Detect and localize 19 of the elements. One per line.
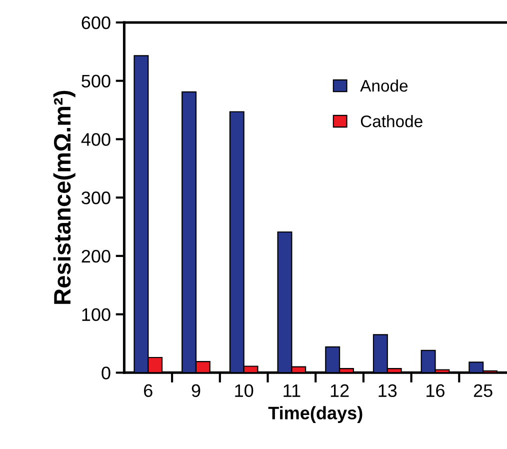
x-tick-label: 16 (426, 384, 444, 398)
y-tick-label: 500 (82, 74, 110, 88)
x-tick-label: 12 (330, 384, 349, 397)
y-tick-label: 0 (102, 366, 110, 380)
x-axis-title: Time(days) (268, 406, 362, 423)
x-tick-label: 6 (144, 384, 152, 398)
x-tick-label: 13 (378, 384, 397, 398)
x-tick-label: 10 (235, 384, 254, 398)
y-tick-label: 600 (82, 16, 110, 30)
legend-label: Anode (360, 79, 408, 92)
x-tick-label: 25 (474, 384, 492, 398)
legend-label: Cathode (360, 115, 422, 128)
y-tick-label: 200 (82, 250, 110, 263)
y-axis-title: Resistance(mΩ.m²) (53, 90, 76, 304)
x-tick-label: 11 (284, 384, 300, 397)
y-tick-label: 100 (82, 308, 110, 322)
y-tick-label: 400 (81, 133, 110, 146)
x-tick-label: 9 (192, 384, 200, 398)
y-tick-label: 300 (82, 191, 110, 204)
